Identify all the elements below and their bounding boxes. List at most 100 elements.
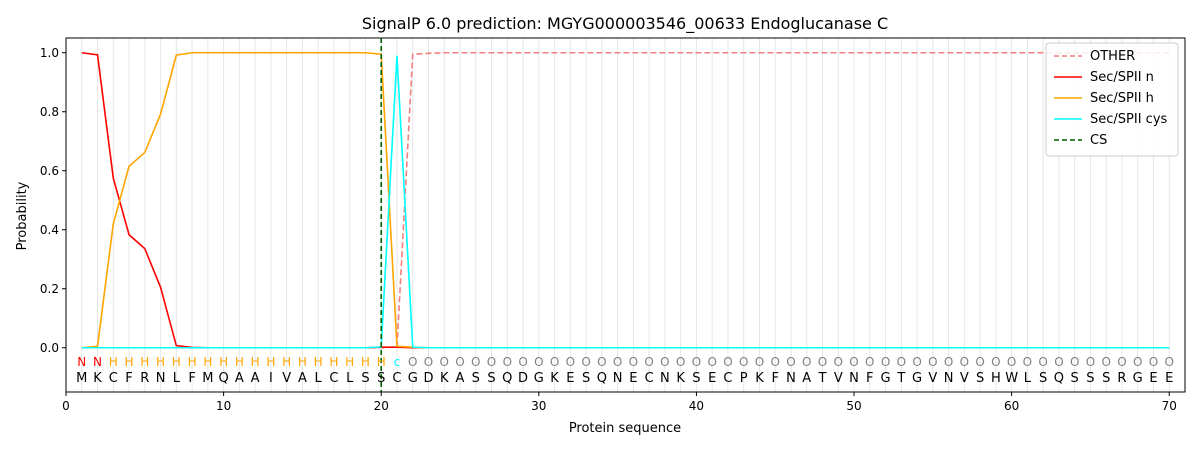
residue-label: G <box>534 371 544 386</box>
region-label: O <box>1023 355 1032 369</box>
region-label: H <box>219 355 228 369</box>
x-tick-label: 50 <box>846 399 861 413</box>
legend: OTHER Sec/SPII n Sec/SPII h Sec/SPII cys CS <box>1045 42 1179 157</box>
residue-label: S <box>976 371 984 386</box>
y-tick-label: 0.0 <box>40 341 59 355</box>
residue-label: F <box>771 371 778 386</box>
region-label: O <box>834 355 843 369</box>
region-label: O <box>660 355 669 369</box>
residue-label: S <box>472 371 480 386</box>
region-label: O <box>1007 355 1016 369</box>
region-label: O <box>755 355 764 369</box>
x-tick-label: 0 <box>62 399 70 413</box>
residue-label: M <box>202 371 213 386</box>
residue-label: D <box>423 371 433 386</box>
region-label: O <box>818 355 827 369</box>
region-label: O <box>912 355 921 369</box>
region-label: O <box>503 355 512 369</box>
residue-label: N <box>944 371 954 386</box>
residue-label: C <box>109 371 118 386</box>
region-label: H <box>298 355 307 369</box>
residue-label: M <box>76 371 87 386</box>
residue-label: T <box>818 371 827 386</box>
residue-label: P <box>740 371 748 386</box>
residue-label: S <box>1086 371 1094 386</box>
series-line-sec-spii-h <box>81 51 1170 349</box>
residue-label: N <box>156 371 166 386</box>
residue-label: V <box>928 371 937 386</box>
region-label: H <box>235 355 244 369</box>
axis-layer: 0 10 20 30 40 50 60 70 0.0 0.2 0.4 0.6 0.8 1.0 <box>40 46 1177 413</box>
x-tick-label: 30 <box>531 399 546 413</box>
region-label: O <box>1149 355 1158 369</box>
region-label: H <box>140 355 149 369</box>
residue-label: F <box>866 371 873 386</box>
grid-layer <box>81 38 1170 392</box>
region-label: H <box>361 355 370 369</box>
y-tick-label: 0.8 <box>40 105 59 119</box>
residue-label: L <box>346 371 354 386</box>
residue-label: N <box>613 371 623 386</box>
legend-label: CS <box>1090 133 1107 148</box>
residue-label: K <box>440 371 449 386</box>
region-label: H <box>282 355 291 369</box>
region-label: O <box>566 355 575 369</box>
y-axis-label: Probability <box>15 181 30 250</box>
region-label: O <box>424 355 433 369</box>
legend-box <box>1045 42 1179 157</box>
y-tick-label: 0.4 <box>40 223 59 237</box>
region-label: H <box>251 355 260 369</box>
residue-label: K <box>676 371 685 386</box>
residue-label: C <box>329 371 338 386</box>
region-label: O <box>849 355 858 369</box>
region-label: O <box>613 355 622 369</box>
residue-label: E <box>629 371 637 386</box>
region-label: O <box>550 355 559 369</box>
residue-label: R <box>1117 371 1126 386</box>
region-label: O <box>991 355 1000 369</box>
region-label: O <box>1101 355 1110 369</box>
series-line-sec-spii-cys <box>81 55 1170 349</box>
y-tick-label: 1.0 <box>40 46 59 60</box>
residue-label: G <box>912 371 922 386</box>
region-label: O <box>1117 355 1126 369</box>
residue-label: A <box>235 371 244 386</box>
residue-label: E <box>1149 371 1157 386</box>
region-label: O <box>739 355 748 369</box>
region-label: H <box>345 355 354 369</box>
region-label: O <box>1038 355 1047 369</box>
legend-label: Sec/SPII n <box>1090 70 1154 85</box>
residue-label: I <box>269 371 273 386</box>
residue-label: K <box>93 371 102 386</box>
residue-label: A <box>251 371 260 386</box>
residue-label: Q <box>218 371 228 386</box>
region-label: H <box>172 355 181 369</box>
region-label: O <box>865 355 874 369</box>
residue-label: H <box>991 371 1001 386</box>
residue-label: L <box>315 371 323 386</box>
series-layer <box>81 38 1170 392</box>
residue-label: Q <box>502 371 512 386</box>
residue-label: V <box>282 371 291 386</box>
residue-label: G <box>408 371 418 386</box>
residue-label: V <box>834 371 843 386</box>
series-line-sec-spii-n <box>81 51 1170 349</box>
region-label: O <box>471 355 480 369</box>
y-tick-label: 0.6 <box>40 164 59 178</box>
region-label: O <box>928 355 937 369</box>
region-label: H <box>188 355 197 369</box>
region-label: O <box>676 355 685 369</box>
region-label: H <box>156 355 165 369</box>
residue-label: L <box>1024 371 1032 386</box>
region-label: O <box>487 355 496 369</box>
region-label: O <box>644 355 653 369</box>
residue-label: Q <box>597 371 607 386</box>
residue-label: N <box>660 371 670 386</box>
region-label: O <box>629 355 638 369</box>
residue-label: C <box>392 371 401 386</box>
region-label: H <box>203 355 212 369</box>
residue-label: A <box>802 371 811 386</box>
residue-label: V <box>960 371 969 386</box>
